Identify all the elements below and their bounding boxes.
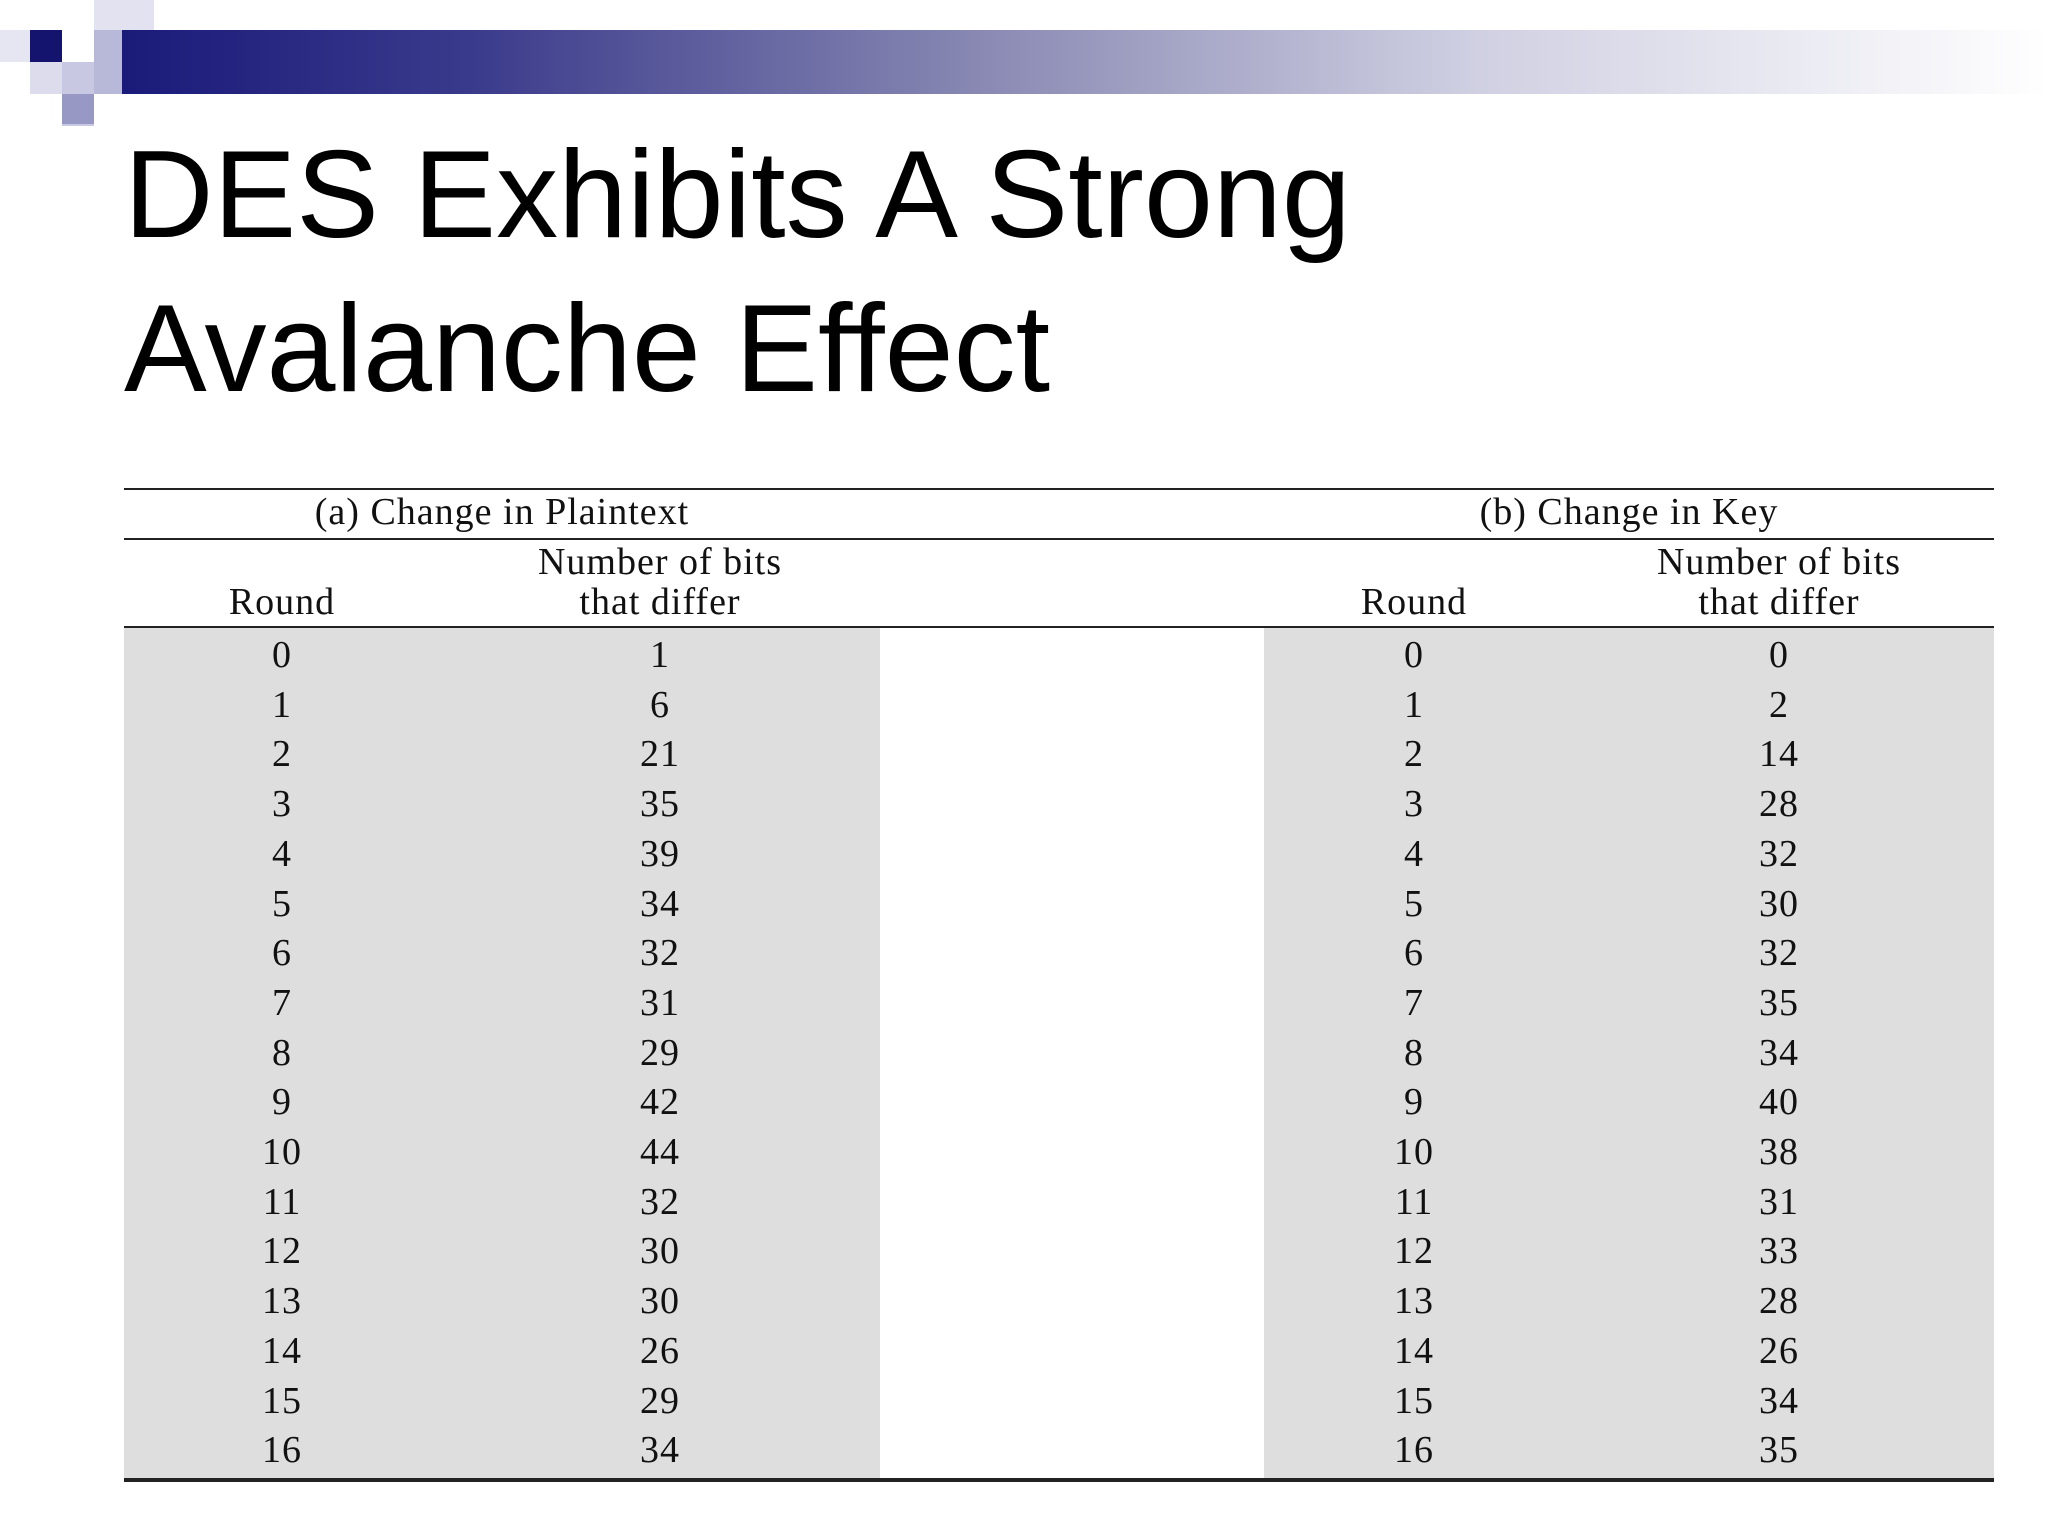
key-bits-cell: 38: [1759, 1131, 1799, 1173]
col-header-round: Round: [1360, 581, 1468, 623]
key-bits-cell: 28: [1759, 1280, 1799, 1323]
plaintext-round-cell: 1: [272, 683, 292, 726]
key-round-cell: 1: [1404, 683, 1424, 726]
plaintext-round-cell: 12: [262, 1230, 302, 1273]
decorative-square: [30, 30, 62, 62]
col-header-bits-line2: that differ: [1698, 581, 1860, 623]
key-bits-cell: 28: [1759, 783, 1799, 826]
key-round-cell: 13: [1394, 1280, 1434, 1323]
key-bits-cell: 32: [1759, 832, 1799, 875]
plaintext-round-cell: 6: [272, 932, 292, 975]
bottom-rule: [124, 1478, 1994, 1482]
header-rule: [124, 626, 1994, 628]
plaintext-bits-cell: 6: [650, 683, 670, 726]
key-round-cell: 11: [1394, 1180, 1434, 1223]
key-round-cell: 14: [1394, 1329, 1434, 1372]
key-bits-cell: 2: [1769, 683, 1789, 726]
key-round-cell: 8: [1404, 1031, 1424, 1074]
key-round-cell: 16: [1394, 1429, 1434, 1472]
key-bits-cell: 40: [1759, 1081, 1799, 1124]
title-banner: [122, 30, 2048, 94]
plaintext-bits-cell: 30: [640, 1230, 680, 1273]
plaintext-bits-cell: 21: [640, 733, 680, 776]
key-round-cell: 12: [1394, 1230, 1434, 1273]
key-round-cell: 5: [1404, 882, 1424, 925]
col-header-bits-line1: Number of bits: [537, 541, 783, 583]
col-header-round: Round: [228, 581, 336, 623]
plaintext-round-cell: 16: [262, 1429, 302, 1472]
plaintext-bits-cell: 29: [640, 1379, 680, 1422]
plaintext-round-cell: 10: [262, 1131, 302, 1173]
key-bits-cell: 33: [1759, 1230, 1799, 1273]
plaintext-bits-cell: 39: [640, 832, 680, 875]
plaintext-bits-cell: 34: [640, 1429, 680, 1472]
key-bits-cell: 14: [1759, 733, 1799, 776]
top-rule: [124, 488, 1994, 490]
group-header-key: (b) Change in Key: [1479, 491, 1779, 533]
key-bits-cell: 34: [1759, 1379, 1799, 1422]
plaintext-bits-cell: 30: [640, 1280, 680, 1323]
plaintext-bits-cell: 31: [640, 981, 680, 1024]
key-bits-cell: 34: [1759, 1031, 1799, 1074]
plaintext-round-cell: 2: [272, 733, 292, 776]
slide-title-line1: DES Exhibits A Strong: [124, 126, 1351, 264]
decorative-square: [0, 30, 30, 62]
plaintext-round-cell: 7: [272, 981, 292, 1024]
plaintext-round-cell: 14: [262, 1329, 302, 1372]
plaintext-round-cell: 0: [272, 634, 292, 676]
key-bits-cell: 30: [1759, 882, 1799, 925]
col-header-bits-line2: that differ: [579, 581, 741, 623]
key-round-cell: 7: [1404, 981, 1424, 1024]
plaintext-round-cell: 13: [262, 1280, 302, 1323]
plaintext-round-cell: 4: [272, 832, 292, 875]
key-bits-cell: 35: [1759, 1429, 1799, 1472]
plaintext-round-cell: 9: [272, 1081, 292, 1124]
group-header-plaintext: (a) Change in Plaintext: [314, 491, 690, 533]
key-bits-cell: 32: [1759, 932, 1799, 975]
plaintext-bits-cell: 29: [640, 1031, 680, 1074]
group-rule: [124, 538, 1994, 540]
plaintext-round-cell: 11: [262, 1180, 302, 1223]
key-round-cell: 9: [1404, 1081, 1424, 1124]
decorative-square: [30, 62, 62, 94]
col-header-bits-line1: Number of bits: [1656, 541, 1902, 583]
plaintext-round-cell: 3: [272, 783, 292, 826]
plaintext-bits-cell: 42: [640, 1081, 680, 1124]
key-round-cell: 4: [1404, 832, 1424, 875]
key-round-cell: 2: [1404, 733, 1424, 776]
slide-title: DES Exhibits A Strong Avalanche Effect: [124, 118, 1624, 426]
plaintext-round-cell: 15: [262, 1379, 302, 1422]
key-round-cell: 10: [1394, 1131, 1434, 1173]
key-round-cell: 6: [1404, 932, 1424, 975]
plaintext-bits-cell: 1: [650, 634, 670, 676]
plaintext-bits-cell: 26: [640, 1329, 680, 1372]
key-round-cell: 15: [1394, 1379, 1434, 1422]
decorative-square: [94, 0, 154, 30]
plaintext-body-shade: [124, 628, 880, 1478]
plaintext-round-cell: 8: [272, 1031, 292, 1074]
key-round-cell: 3: [1404, 783, 1424, 826]
key-bits-cell: 0: [1769, 634, 1789, 676]
plaintext-bits-cell: 44: [640, 1131, 680, 1173]
key-round-cell: 0: [1404, 634, 1424, 676]
key-bits-cell: 31: [1759, 1180, 1799, 1223]
plaintext-bits-cell: 34: [640, 882, 680, 925]
plaintext-bits-cell: 32: [640, 1180, 680, 1223]
key-body-shade: [1264, 628, 1994, 1478]
key-bits-cell: 26: [1759, 1329, 1799, 1372]
slide-title-line2: Avalanche Effect: [124, 280, 1051, 418]
key-bits-cell: 35: [1759, 981, 1799, 1024]
plaintext-bits-cell: 35: [640, 783, 680, 826]
plaintext-round-cell: 5: [272, 882, 292, 925]
plaintext-bits-cell: 32: [640, 932, 680, 975]
decorative-square: [62, 94, 94, 124]
